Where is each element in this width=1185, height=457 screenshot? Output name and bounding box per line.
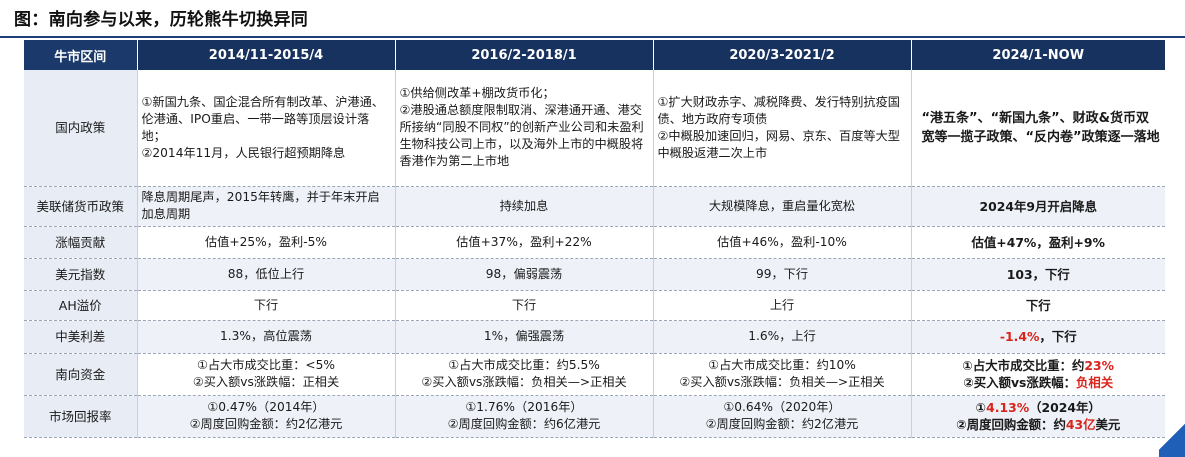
table-cell: 估值+46%，盈利-10% [653,226,912,259]
table-cell: “港五条”、“新国九条”、财政&货币双宽等一揽子政策、“反内卷”政策逐一落地 [911,70,1165,187]
row-label: 美元指数 [24,258,138,291]
table-row: AH溢价 下行 下行 上行 下行 [24,290,1165,321]
table-cell: ①4.13%（2024年） ②周度回购金额：约43亿美元 [911,395,1165,438]
row-label: AH溢价 [24,290,138,321]
cell-text: （2024年） [1029,400,1101,415]
highlight-value: -1.4% [999,329,1040,344]
title-divider [0,36,1185,38]
highlight-value: 23% [1084,358,1115,373]
table-row: 市场回报率 ①0.47%（2014年） ②周度回购金额：约2亿港元 ①1.76%… [24,395,1165,438]
table-cell: 1.6%，上行 [653,320,912,354]
table-cell: 2024年9月开启降息 [911,186,1165,227]
table-cell: 上行 [653,290,912,321]
header-cell: 牛市区间 [24,40,138,70]
cell-text: ②周度回购金额：约 [956,417,1066,432]
row-label: 中美利差 [24,320,138,354]
header-cell: 2020/3-2021/2 [653,40,912,70]
header-cell: 2014/11-2015/4 [137,40,396,70]
table-cell: ①0.64%（2020年） ②周度回购金额：约2亿港元 [653,395,912,438]
table-cell: ①占大市成交比重：约5.5% ②买入额vs涨跌幅：负相关—>正相关 [395,353,654,396]
table-row: 国内政策 ①新国九条、国企混合所有制改革、沪港通、伦港通、IPO重启、一带一路等… [24,70,1165,187]
table-cell: ①扩大财政赤字、减税降费、发行特别抗疫国债、地方政府专项债 ②中概股加速回归，网… [653,70,912,187]
table-row: 南向资金 ①占大市成交比重：<5% ②买入额vs涨跌幅：正相关 ①占大市成交比重… [24,353,1165,396]
table-cell: 估值+37%，盈利+22% [395,226,654,259]
highlight-value: 负相关 [1076,375,1114,390]
cell-text: ① [975,400,987,415]
table-cell: 下行 [137,290,396,321]
table-cell: ①占大市成交比重：约23% ②买入额vs涨跌幅：负相关 [911,353,1165,396]
highlight-value: 43亿 [1065,417,1096,432]
row-label: 美联储货币政策 [24,186,138,227]
row-label: 市场回报率 [24,395,138,438]
table-cell: ①占大市成交比重：约10% ②买入额vs涨跌幅：负相关—>正相关 [653,353,912,396]
corner-decoration [1159,417,1185,457]
table-cell: 下行 [395,290,654,321]
table-cell: 大规模降息，重启量化宽松 [653,186,912,227]
table-cell: 1%，偏强震荡 [395,320,654,354]
table-row: 美元指数 88，低位上行 98，偏弱震荡 99，下行 103，下行 [24,258,1165,291]
table-cell: 103，下行 [911,258,1165,291]
highlight-value: 4.13% [986,400,1030,415]
table-cell: -1.4%，下行 [911,320,1165,354]
cell-text: ②买入额vs涨跌幅： [963,375,1076,390]
table-cell: 持续加息 [395,186,654,227]
table-cell: 98，偏弱震荡 [395,258,654,291]
table-cell: 88，低位上行 [137,258,396,291]
table-header-row: 牛市区间 2014/11-2015/4 2016/2-2018/1 2020/3… [24,40,1165,70]
table-cell: 1.3%，高位震荡 [137,320,396,354]
table-cell: ①占大市成交比重：<5% ②买入额vs涨跌幅：正相关 [137,353,396,396]
table-cell: 估值+25%，盈利-5% [137,226,396,259]
comparison-table: 牛市区间 2014/11-2015/4 2016/2-2018/1 2020/3… [24,40,1165,438]
table-cell: 99，下行 [653,258,912,291]
header-cell: 2024/1-NOW [911,40,1165,70]
cell-text: ①占大市成交比重：约 [962,358,1085,373]
row-label: 国内政策 [24,70,138,187]
table-cell: 下行 [911,290,1165,321]
table-row: 美联储货币政策 降息周期尾声，2015年转鹰，并于年末开启加息周期 持续加息 大… [24,186,1165,227]
table-cell: ①0.47%（2014年） ②周度回购金额：约2亿港元 [137,395,396,438]
table-row: 涨幅贡献 估值+25%，盈利-5% 估值+37%，盈利+22% 估值+46%，盈… [24,226,1165,259]
table-cell: ①新国九条、国企混合所有制改革、沪港通、伦港通、IPO重启、一带一路等顶层设计落… [137,70,396,187]
table-cell: ①供给侧改革+棚改货币化； ②港股通总额度限制取消、深港通开通、港交所接纳“同股… [395,70,654,187]
table-cell: ①1.76%（2016年） ②周度回购金额：约6亿港元 [395,395,654,438]
cell-text: 美元 [1095,417,1121,432]
table-row: 中美利差 1.3%，高位震荡 1%，偏强震荡 1.6%，上行 -1.4%，下行 [24,320,1165,354]
page-title: 图：南向参与以来，历轮熊牛切换异同 [14,10,309,30]
header-cell: 2016/2-2018/1 [395,40,654,70]
row-label: 南向资金 [24,353,138,396]
cell-text: ，下行 [1039,329,1077,344]
table-cell: 降息周期尾声，2015年转鹰，并于年末开启加息周期 [137,186,396,227]
row-label: 涨幅贡献 [24,226,138,259]
table-cell: 估值+47%，盈利+9% [911,226,1165,259]
